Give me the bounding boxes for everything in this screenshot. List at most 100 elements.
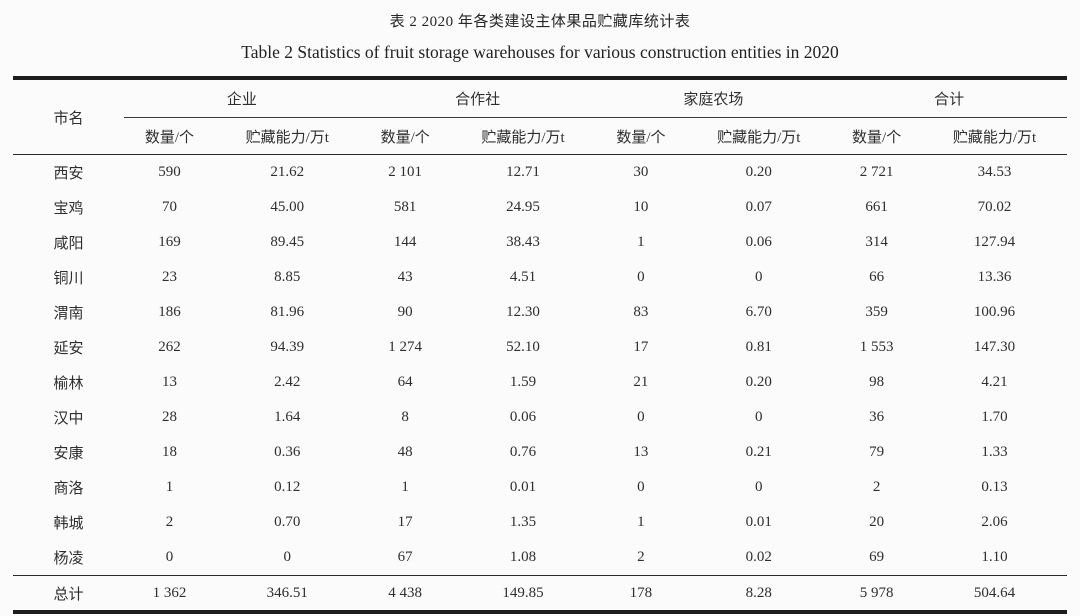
value-cell: 314 — [865, 234, 888, 250]
value-cell: 64 — [397, 374, 413, 390]
column-header-quantity: 数量/个 — [595, 117, 687, 155]
value-cell: 2 — [165, 514, 174, 530]
group-header-enterprise: 企业 — [123, 78, 360, 118]
value-cell: 8.28 — [686, 575, 832, 612]
value-cell: 70.02 — [977, 199, 1012, 215]
value-cell: 2 — [637, 549, 645, 565]
city-cell: 宝鸡 — [53, 201, 84, 217]
table-row: 西安 590 21.62 2 101 12.71 30 0.20 2 721 34.53 — [13, 155, 1067, 191]
group-header-family-farm: 家庭农场 — [595, 78, 832, 118]
value-cell: 0 — [755, 269, 763, 285]
value-cell: 90 — [397, 304, 413, 320]
group-header-total: 合计 — [831, 78, 1067, 118]
value-cell: 169 — [158, 234, 181, 250]
table-row: 汉中 28 1.64 8 0.06 0 0 36 1.70 — [13, 400, 1067, 435]
city-cell: 咸阳 — [53, 236, 84, 252]
value-cell: 0.01 — [745, 514, 772, 530]
value-cell: 10 — [633, 199, 649, 215]
column-header-capacity: 贮藏能力/万t — [214, 117, 360, 155]
value-cell: 1.70 — [981, 409, 1008, 425]
value-cell: 4.21 — [981, 374, 1008, 390]
table-row: 杨凌 0 0 67 1.08 2 0.02 69 1.10 — [13, 540, 1067, 576]
value-cell: 34.53 — [977, 164, 1012, 180]
column-header-capacity: 贮藏能力/万t — [922, 117, 1067, 155]
value-cell: 2.42 — [274, 374, 301, 390]
value-cell: 89.45 — [270, 234, 305, 250]
table-row: 商洛 1 0.12 1 0.01 0 0 2 0.13 — [13, 470, 1067, 505]
value-cell: 30 — [633, 164, 649, 180]
value-cell: 1 — [637, 234, 645, 250]
value-cell: 0.13 — [981, 479, 1008, 495]
value-cell: 1.33 — [981, 444, 1008, 460]
value-cell: 12.30 — [506, 304, 540, 320]
value-cell: 12.71 — [506, 164, 540, 180]
fruit-storage-table: 市名 企业 合作社 家庭农场 合计 数量/个 贮藏能力/万t 数量/个 贮藏能力… — [13, 76, 1067, 614]
value-cell: 1 274 — [388, 339, 423, 355]
city-cell: 西安 — [53, 166, 84, 182]
city-cell: 汉中 — [53, 411, 84, 427]
city-cell: 商洛 — [53, 481, 84, 497]
value-cell: 1.35 — [509, 514, 537, 530]
value-cell: 2 — [872, 479, 881, 495]
value-cell: 1.10 — [981, 549, 1008, 565]
table-row: 延安 262 94.39 1 274 52.10 17 0.81 1 553 147.30 — [13, 330, 1067, 365]
value-cell: 0.07 — [745, 199, 772, 215]
value-cell: 23 — [161, 269, 177, 285]
value-cell: 20 — [869, 514, 885, 530]
value-cell: 2 101 — [388, 164, 423, 180]
group-header-row: 市名 企业 合作社 家庭农场 合计 — [13, 78, 1067, 155]
value-cell: 81.96 — [270, 304, 305, 320]
value-cell: 0.06 — [509, 409, 537, 425]
total-row-label: 总计 — [13, 575, 124, 612]
value-cell: 0.21 — [745, 444, 772, 460]
value-cell: 2 721 — [859, 164, 894, 180]
value-cell: 21.62 — [270, 164, 305, 180]
value-cell: 36 — [869, 409, 885, 425]
value-cell: 8 — [401, 409, 409, 425]
table-footer: 总计 1 362 346.51 4 438 149.85 178 8.28 5 … — [13, 575, 1067, 612]
city-cell: 安康 — [53, 446, 84, 462]
value-cell: 0.01 — [509, 479, 537, 495]
table-row: 铜川 23 8.85 43 4.51 0 0 66 13.36 — [13, 260, 1067, 295]
city-cell: 铜川 — [53, 271, 84, 287]
table-caption-english: Table 2 Statistics of fruit storage ware… — [241, 42, 839, 62]
value-cell: 346.51 — [214, 575, 360, 612]
value-cell: 18 — [161, 444, 177, 460]
value-cell: 1 — [165, 479, 174, 495]
value-cell: 38.43 — [506, 234, 540, 250]
column-header-quantity: 数量/个 — [831, 117, 923, 155]
value-cell: 0.76 — [509, 444, 537, 460]
table-row: 韩城 2 0.70 17 1.35 1 0.01 20 2.06 — [13, 505, 1067, 540]
value-cell: 581 — [393, 199, 417, 215]
value-cell: 0.20 — [745, 374, 772, 390]
column-header-city: 市名 — [13, 78, 124, 155]
value-cell: 1.59 — [509, 374, 537, 390]
city-cell: 韩城 — [53, 516, 84, 532]
value-cell: 45.00 — [270, 199, 305, 215]
table-row: 榆林 13 2.42 64 1.59 21 0.20 98 4.21 — [13, 365, 1067, 400]
column-header-quantity: 数量/个 — [359, 117, 451, 155]
value-cell: 4.51 — [509, 269, 537, 285]
group-header-cooperative: 合作社 — [359, 78, 596, 118]
value-cell: 1 553 — [859, 339, 894, 355]
value-cell: 100.96 — [973, 304, 1016, 320]
value-cell: 0.36 — [274, 444, 301, 460]
value-cell: 0 — [755, 409, 763, 425]
value-cell: 17 — [397, 514, 413, 530]
city-cell: 延安 — [53, 341, 84, 357]
value-cell: 144 — [393, 234, 417, 250]
city-cell: 榆林 — [53, 376, 84, 392]
value-cell: 5 978 — [831, 575, 923, 612]
table-body: 西安 590 21.62 2 101 12.71 30 0.20 2 721 34.53 宝鸡 70… — [13, 155, 1067, 576]
sub-header-row: 数量/个 贮藏能力/万t 数量/个 贮藏能力/万t 数量/个 贮藏能力/万t 数… — [13, 117, 1067, 155]
value-cell: 1.64 — [274, 409, 301, 425]
column-header-capacity: 贮藏能力/万t — [686, 117, 832, 155]
value-cell: 0.70 — [274, 514, 301, 530]
value-cell: 0 — [283, 549, 292, 565]
table-header: 市名 企业 合作社 家庭农场 合计 数量/个 贮藏能力/万t 数量/个 贮藏能力… — [13, 78, 1067, 155]
city-cell: 渭南 — [53, 306, 84, 322]
value-cell: 94.39 — [270, 339, 305, 355]
value-cell: 149.85 — [450, 575, 596, 612]
value-cell: 359 — [865, 304, 888, 320]
